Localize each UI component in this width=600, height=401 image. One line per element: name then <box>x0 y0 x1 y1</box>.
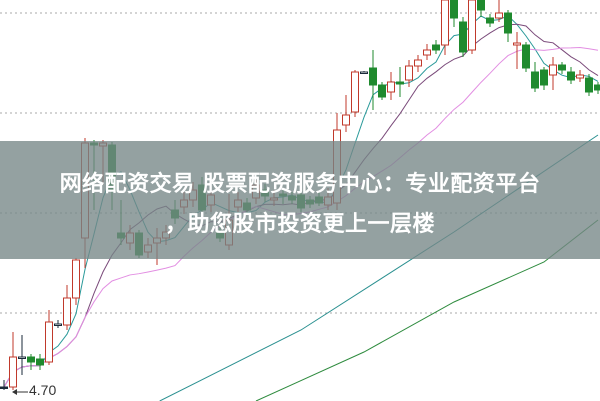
candle-body <box>396 81 404 85</box>
overlay-title-line-2: ，助您股市投资更上一层楼 <box>164 212 435 237</box>
candle-body <box>63 297 71 326</box>
candle-body <box>468 0 476 51</box>
candle-body <box>576 74 584 79</box>
candle-body <box>360 71 368 74</box>
candle-body <box>585 77 593 93</box>
candle-body <box>0 386 8 389</box>
candle-body <box>423 49 431 56</box>
candle-body <box>45 321 53 363</box>
candle-body <box>594 84 600 91</box>
overlay-title-line-1: 网络配资交易 股票配资服务中心：专业配资平台 <box>59 172 541 197</box>
candle-body <box>414 59 422 67</box>
candle-body <box>531 71 539 89</box>
candle-body <box>18 356 26 359</box>
candle-body <box>522 44 530 69</box>
candle-body <box>27 356 35 363</box>
candle-body <box>9 356 17 388</box>
candle-body <box>387 81 395 93</box>
candle-body <box>36 358 44 366</box>
title-overlay-band <box>0 141 600 259</box>
candle-body <box>54 323 62 326</box>
candle-body <box>441 0 449 46</box>
candle-body <box>504 12 512 34</box>
candle-body <box>432 44 440 51</box>
candle-body <box>495 12 503 19</box>
candle-body <box>549 64 557 76</box>
candle-body <box>351 71 359 113</box>
candle-body <box>567 71 575 81</box>
candle-body <box>540 69 548 86</box>
candle-body <box>513 42 521 46</box>
candle-body <box>459 21 467 53</box>
candle-body <box>72 259 80 299</box>
candle-body <box>369 67 377 86</box>
low-marker-arrowhead <box>12 389 17 395</box>
low-price-label: 4.70 <box>29 382 57 398</box>
candle-body <box>486 17 494 24</box>
candle-body <box>378 84 386 98</box>
candle-body <box>405 65 413 81</box>
candle-body <box>450 0 458 19</box>
candle-body <box>477 0 485 11</box>
candle-body <box>342 114 350 126</box>
candle-body <box>558 64 566 71</box>
